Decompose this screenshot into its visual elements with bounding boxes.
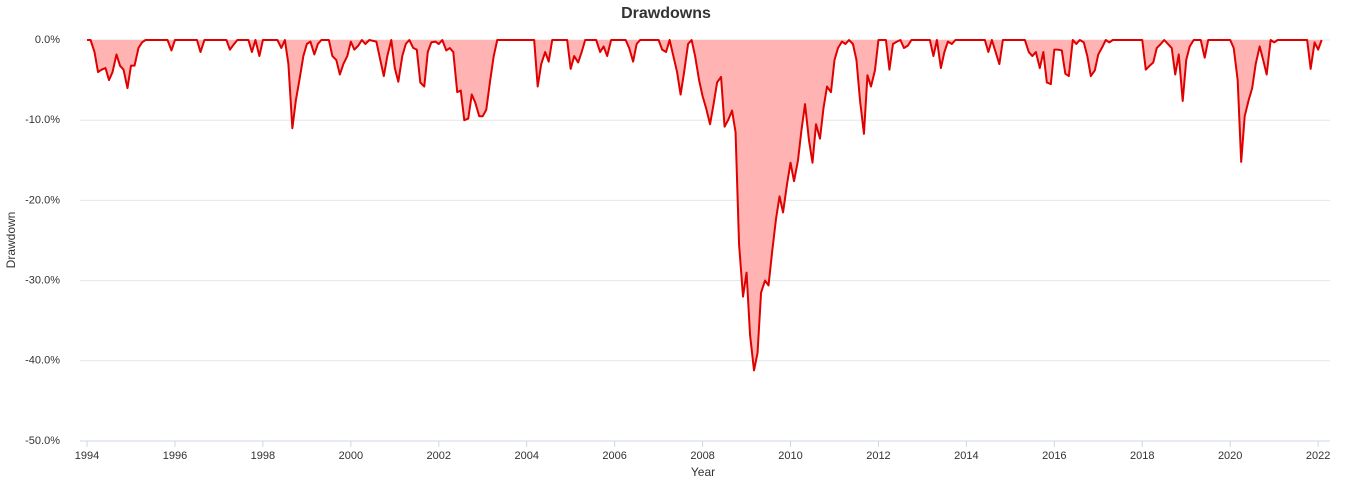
chart-title: Drawdowns [621, 5, 711, 22]
x-tick-label: 2012 [866, 450, 890, 462]
y-tick-label: -50.0% [25, 435, 60, 447]
area-fill [87, 40, 1322, 371]
y-tick-label: -10.0% [25, 114, 60, 126]
x-tick-label: 2018 [1130, 450, 1154, 462]
x-tick-label: 2020 [1218, 450, 1242, 462]
drawdown-line [87, 39, 1323, 372]
x-tick-label: 1998 [251, 450, 275, 462]
x-tick-label: 2004 [514, 450, 538, 462]
x-tick-label: 2000 [339, 450, 363, 462]
x-tick-label: 2014 [954, 450, 978, 462]
x-tick-label: 1994 [75, 450, 99, 462]
x-tick-label: 2016 [1042, 450, 1066, 462]
y-axis-title: Drawdown [4, 212, 18, 269]
x-axis-title: Year [691, 465, 715, 479]
x-tick-label: 2022 [1306, 450, 1330, 462]
x-tick-label: 2008 [690, 450, 714, 462]
x-tick-label: 2006 [602, 450, 626, 462]
x-tick-label: 2010 [778, 450, 802, 462]
x-tick-label: 1996 [163, 450, 187, 462]
x-tick-label: 2002 [427, 450, 451, 462]
y-tick-label: -30.0% [25, 275, 60, 287]
y-tick-label: -20.0% [25, 194, 60, 206]
y-tick-label: -40.0% [25, 355, 60, 367]
y-tick-label: 0.0% [35, 34, 60, 46]
